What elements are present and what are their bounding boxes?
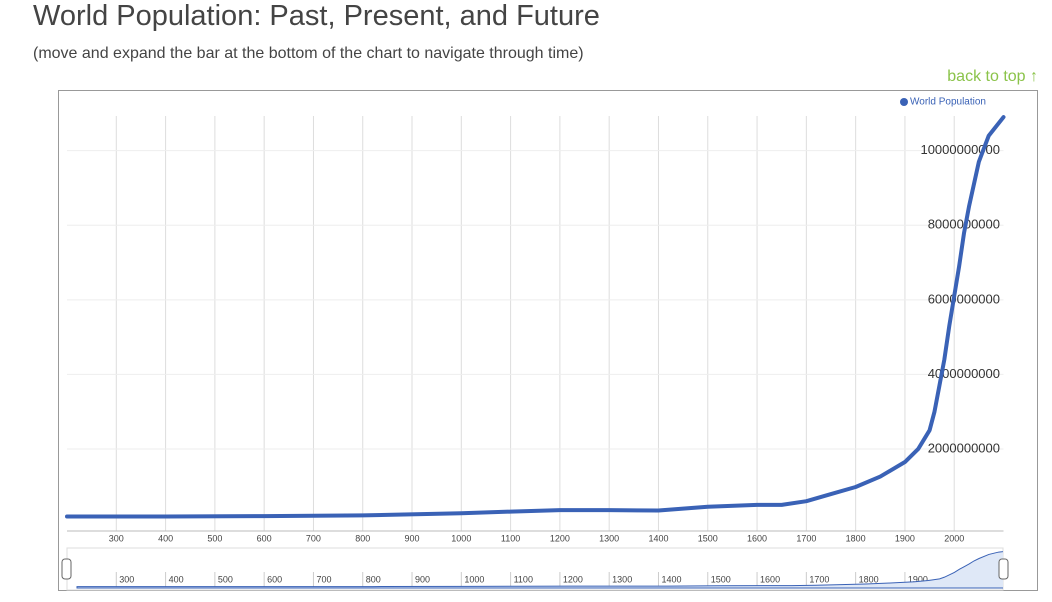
navigator-tick-label: 300 bbox=[119, 574, 134, 584]
navigator-tick-label: 1500 bbox=[711, 574, 731, 584]
back-to-top-link[interactable]: back to top ↑ bbox=[947, 68, 1038, 85]
page-title: World Population: Past, Present, and Fut… bbox=[33, 0, 600, 32]
y-tick-label: 6000000000 bbox=[928, 291, 1000, 306]
x-tick-label: 500 bbox=[207, 533, 222, 543]
x-tick-label: 1100 bbox=[501, 533, 520, 543]
navigator-tick-label: 1200 bbox=[563, 574, 583, 584]
x-tick-label: 1400 bbox=[648, 533, 668, 543]
navigator-tick-label: 1600 bbox=[760, 574, 780, 584]
navigator-tick-label: 400 bbox=[169, 574, 184, 584]
navigator-tick-label: 1900 bbox=[908, 574, 928, 584]
navigator-tick-label: 1100 bbox=[514, 574, 533, 584]
x-tick-label: 400 bbox=[158, 533, 173, 543]
legend-swatch bbox=[900, 98, 908, 106]
navigator-tick-label: 1800 bbox=[859, 574, 879, 584]
navigator-tick-label: 1300 bbox=[612, 574, 632, 584]
navigator-tick-label: 800 bbox=[366, 574, 381, 584]
x-tick-label: 2000 bbox=[944, 533, 964, 543]
x-tick-label: 1600 bbox=[747, 533, 767, 543]
navigator-tick-label: 1000 bbox=[464, 574, 484, 584]
navigator-tick-label: 900 bbox=[415, 574, 430, 584]
navigator-area bbox=[76, 551, 1003, 589]
navigator-tick-label: 500 bbox=[218, 574, 233, 584]
x-tick-label: 600 bbox=[257, 533, 272, 543]
y-tick-label: 2000000000 bbox=[928, 440, 1000, 455]
navigator-tick-label: 600 bbox=[267, 574, 282, 584]
navigator-handle-right[interactable] bbox=[998, 558, 1009, 580]
y-tick-label: 10000000000 bbox=[920, 142, 1000, 157]
x-tick-label: 1800 bbox=[846, 533, 866, 543]
legend-label: World Population bbox=[910, 97, 986, 108]
x-tick-label: 700 bbox=[306, 533, 321, 543]
x-tick-label: 900 bbox=[405, 533, 420, 543]
x-tick-label: 1500 bbox=[698, 533, 718, 543]
navigator-handle-left[interactable] bbox=[61, 558, 72, 580]
x-tick-label: 1900 bbox=[895, 533, 915, 543]
navigator-tick-label: 700 bbox=[316, 574, 331, 584]
x-tick-label: 1300 bbox=[599, 533, 619, 543]
x-tick-label: 800 bbox=[355, 533, 370, 543]
navigator-tick-label: 1400 bbox=[661, 574, 681, 584]
series-line bbox=[65, 115, 1006, 519]
x-tick-label: 1200 bbox=[550, 533, 570, 543]
y-tick-label: 4000000000 bbox=[928, 366, 1000, 381]
navigator-tick-label: 1700 bbox=[809, 574, 829, 584]
x-tick-label: 1700 bbox=[796, 533, 816, 543]
x-tick-label: 1000 bbox=[451, 533, 471, 543]
page-subtitle: (move and expand the bar at the bottom o… bbox=[33, 45, 584, 62]
x-tick-label: 300 bbox=[109, 533, 124, 543]
